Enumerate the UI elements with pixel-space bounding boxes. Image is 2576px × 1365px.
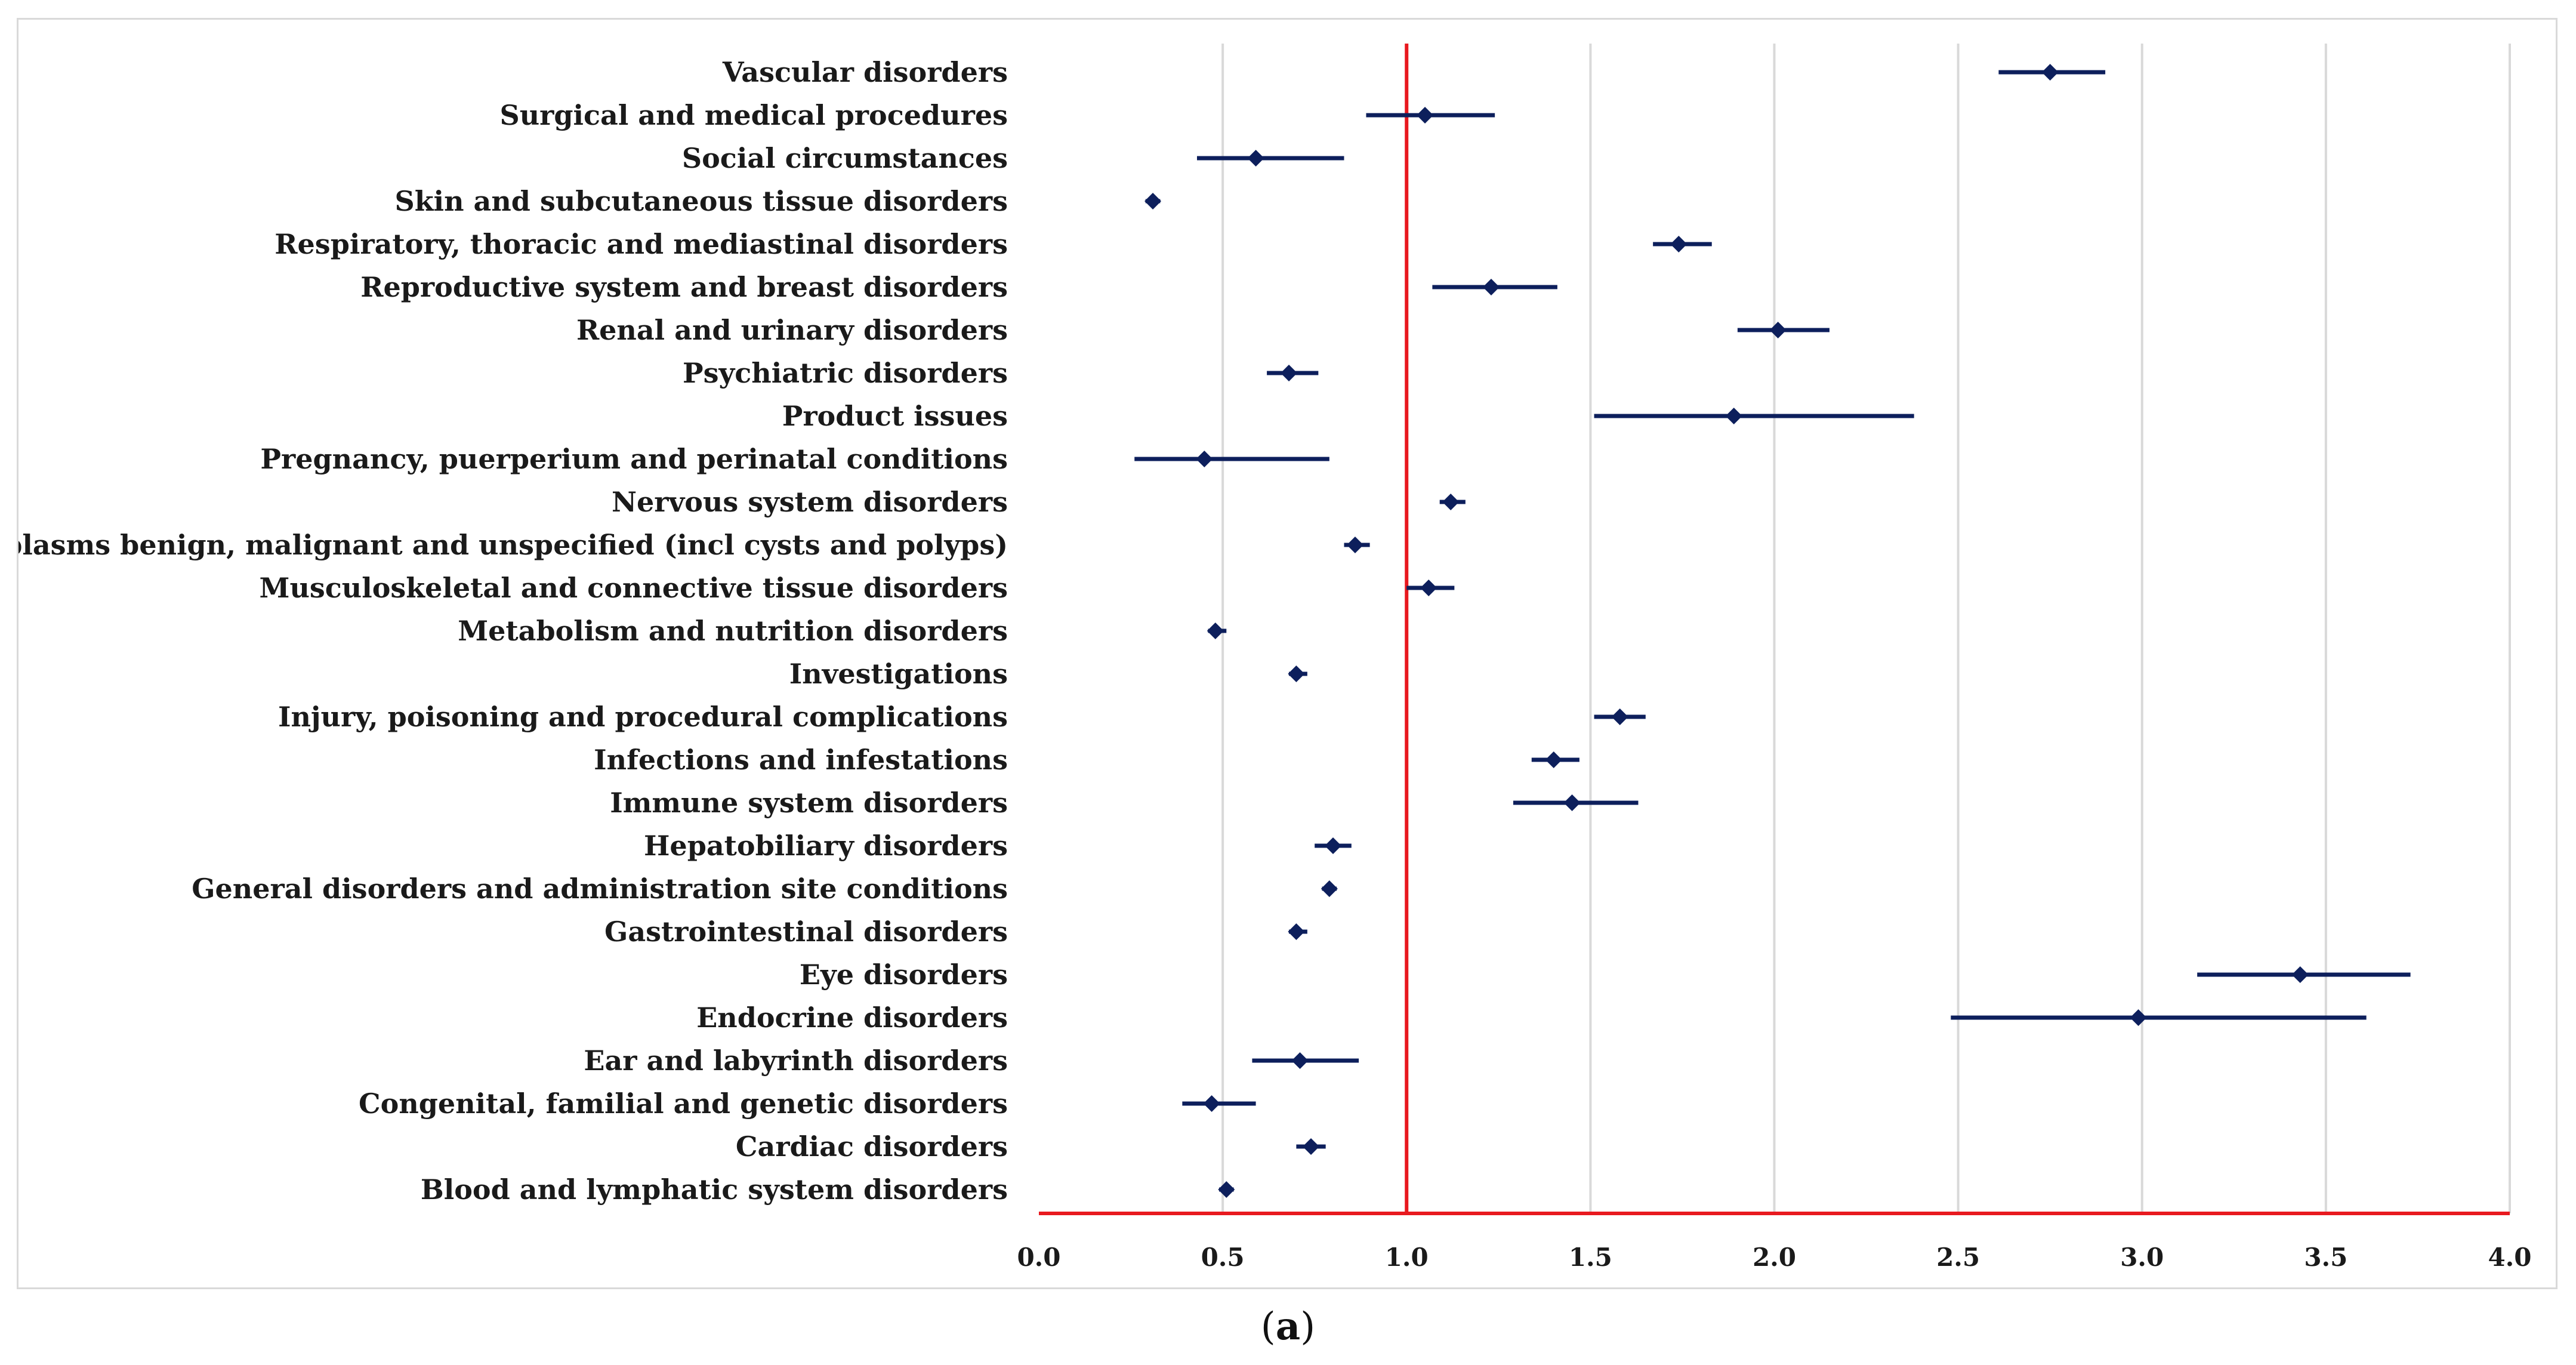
category-label: Musculoskeletal and connective tissue di…: [260, 572, 1008, 604]
category-label: Blood and lymphatic system disorders: [421, 1173, 1008, 1206]
grid-lines: [1221, 44, 2511, 1213]
point-estimate: [2291, 966, 2309, 983]
point-estimate: [1303, 1138, 1320, 1155]
estimates: [1134, 64, 2411, 1198]
category-label: Social circumstances: [682, 142, 1008, 174]
point-estimate: [1670, 236, 1687, 252]
forest-plot: 0.0 0.5 1.0 1.5 2.0 2.5 3.0 3.5 4.0 Vascular dis…: [18, 44, 2532, 1272]
category-label: Product issues: [782, 400, 1008, 432]
point-estimate: [1325, 837, 1341, 854]
point-estimate: [1417, 107, 1434, 124]
point-estimate: [1291, 1052, 1309, 1069]
x-tick-label: 0.0: [1017, 1243, 1060, 1272]
category-label: Injury, poisoning and procedural complic…: [278, 701, 1008, 733]
point-estimate: [1725, 408, 1742, 424]
point-estimate: [1563, 794, 1581, 811]
figure-caption: (a): [0, 1304, 2576, 1349]
caption-open: (: [1260, 1305, 1276, 1349]
category-label: Endocrine disorders: [696, 1002, 1008, 1034]
point-estimate: [1420, 580, 1437, 596]
caption-letter: a: [1275, 1304, 1301, 1349]
x-tick-label: 2.0: [1753, 1243, 1796, 1272]
category-label: Reproductive system and breast disorders: [360, 271, 1008, 303]
point-estimate: [1207, 623, 1224, 639]
point-estimate: [1482, 279, 1500, 295]
x-tick-label: 3.5: [2304, 1243, 2347, 1272]
category-label: Gastrointestinal disorders: [604, 916, 1008, 948]
point-estimate: [1281, 365, 1298, 381]
point-estimate: [1321, 880, 1338, 897]
point-estimate: [1196, 451, 1213, 467]
x-tick-label: 3.0: [2120, 1243, 2164, 1272]
category-label: Congenital, familial and genetic disorde…: [359, 1087, 1008, 1120]
category-label: Eye disorders: [800, 959, 1008, 991]
category-label: Cardiac disorders: [736, 1130, 1008, 1163]
category-label: Vascular disorders: [722, 56, 1008, 88]
category-label: Skin and subcutaneous tissue disorders: [395, 185, 1008, 217]
point-estimate: [1545, 751, 1562, 768]
point-estimate: [1288, 923, 1305, 940]
point-estimate: [2130, 1009, 2147, 1026]
point-estimate: [1346, 537, 1363, 553]
point-estimate: [1288, 665, 1305, 682]
category-label: Hepatobiliary disorders: [644, 830, 1008, 862]
point-estimate: [1203, 1095, 1220, 1112]
point-estimate: [2041, 64, 2059, 81]
category-label: Infections and infestations: [594, 744, 1008, 776]
category-label: Neoplasms benign, malignant and unspecif…: [18, 529, 1008, 561]
category-label: Ear and labyrinth disorders: [584, 1044, 1008, 1077]
x-tick-label: 1.0: [1385, 1243, 1429, 1272]
point-estimate: [1769, 322, 1787, 338]
x-tick-label: 2.5: [1936, 1243, 1980, 1272]
category-label: General disorders and administration sit…: [192, 873, 1008, 905]
category-labels: Vascular disorders Surgical and medical p…: [18, 56, 1008, 1206]
x-tick-label: 4.0: [2488, 1243, 2531, 1272]
x-tick-label: 0.5: [1201, 1243, 1245, 1272]
x-axis: 0.0 0.5 1.0 1.5 2.0 2.5 3.0 3.5 4.0: [1017, 1212, 2532, 1272]
category-label: Immune system disorders: [610, 787, 1008, 819]
category-label: Respiratory, thoracic and mediastinal di…: [274, 228, 1008, 260]
point-estimate: [1611, 708, 1628, 725]
chart-frame: 0.0 0.5 1.0 1.5 2.0 2.5 3.0 3.5 4.0 Vascular dis…: [17, 18, 2558, 1289]
point-estimate: [1247, 150, 1264, 167]
category-label: Surgical and medical procedures: [499, 99, 1008, 131]
point-estimate: [1144, 193, 1162, 209]
category-label: Pregnancy, puerperium and perinatal cond…: [260, 443, 1008, 475]
category-label: Investigations: [789, 658, 1008, 690]
category-label: Renal and urinary disorders: [576, 314, 1008, 346]
category-label: Metabolism and nutrition disorders: [458, 615, 1008, 647]
category-label: Psychiatric disorders: [683, 357, 1008, 389]
x-tick-label: 1.5: [1569, 1243, 1612, 1272]
point-estimate: [1442, 494, 1460, 510]
category-label: Nervous system disorders: [612, 486, 1008, 518]
caption-close: ): [1300, 1305, 1316, 1349]
point-estimate: [1218, 1181, 1235, 1198]
